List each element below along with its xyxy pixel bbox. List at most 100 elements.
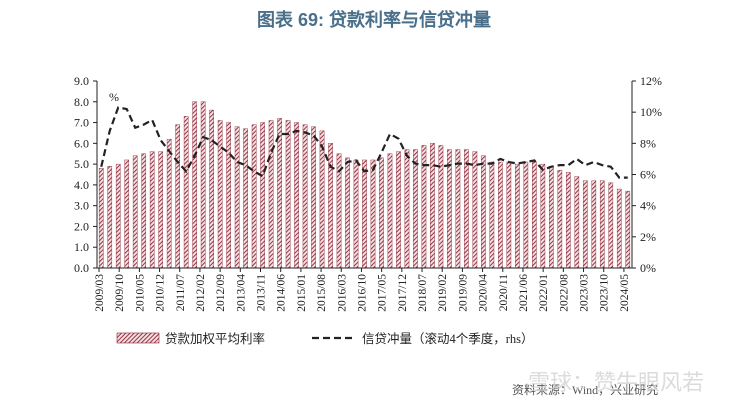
bar: [616, 188, 622, 269]
bar: [149, 151, 155, 269]
x-tick-label: 2022/01: [538, 274, 550, 312]
bar: [192, 101, 197, 269]
unit-label: %: [109, 90, 119, 104]
x-tick-label: 2015/01: [296, 274, 308, 312]
bar: [489, 161, 495, 269]
x-tick-label: 2022/08: [558, 274, 570, 312]
x-tick-label: 2024/05: [619, 274, 631, 312]
bar: [226, 122, 231, 269]
left-tick-label: 1.0: [74, 240, 89, 254]
left-tick-label: 9.0: [74, 74, 89, 88]
bar: [404, 149, 410, 269]
bar: [549, 165, 554, 269]
chart-title: 图表 69: 贷款利率与信贷冲量: [256, 10, 492, 30]
bar: [319, 130, 325, 269]
bar: [608, 182, 614, 269]
right-tick-label: 6%: [640, 168, 656, 182]
bar: [430, 143, 435, 269]
x-tick-label: 2017/12: [397, 274, 409, 312]
credit-impulse-line: [100, 106, 628, 179]
x-tick-label: 2012/09: [215, 274, 227, 312]
bar: [243, 128, 248, 269]
bar: [387, 153, 393, 269]
x-tick-label: 2010/05: [134, 274, 146, 312]
bar: [277, 118, 282, 269]
x-tick-label: 2014/06: [276, 274, 288, 312]
right-tick-label: 8%: [640, 136, 656, 150]
left-tick-label: 6.0: [74, 136, 89, 150]
x-tick-label: 2020/04: [478, 274, 490, 312]
bar: [396, 151, 401, 269]
bar: [166, 138, 172, 269]
bar: [115, 163, 121, 269]
left-tick-label: 4.0: [74, 178, 89, 192]
bar: [175, 124, 180, 269]
bar: [438, 145, 444, 269]
x-tick-label: 2023/10: [599, 274, 611, 312]
left-tick-label: 7.0: [74, 116, 89, 130]
bar: [421, 145, 427, 269]
bar: [234, 126, 240, 269]
bar: [625, 190, 631, 269]
x-tick-label: 2011/07: [175, 274, 187, 312]
bar: [260, 122, 265, 269]
x-tick-label: 2017/05: [377, 274, 389, 312]
bar: [158, 151, 164, 269]
bar: [455, 149, 461, 269]
x-tick-label: 2016/10: [356, 274, 368, 312]
line-series: [100, 106, 628, 179]
x-tick-label: 2015/08: [316, 274, 328, 312]
left-tick-label: 5.0: [74, 157, 89, 171]
left-tick-label: 8.0: [74, 95, 89, 109]
bar: [132, 155, 138, 269]
watermark: 雪球：赞牛眼风若: [528, 370, 704, 395]
bar: [353, 159, 359, 269]
x-tick-label: 2019/09: [457, 274, 469, 312]
left-tick-label: 2.0: [74, 219, 89, 233]
x-tick-label: 2013/04: [235, 274, 247, 312]
bar: [464, 149, 469, 269]
bar-series: [98, 101, 631, 269]
bar: [209, 109, 214, 269]
left-tick-label: 0.0: [74, 261, 89, 275]
x-tick-label: 2009/10: [114, 274, 126, 312]
bar: [515, 163, 520, 269]
bar: [498, 161, 503, 269]
bar: [251, 124, 257, 269]
right-tick-label: 2%: [640, 230, 656, 244]
x-tick-label: 2010/12: [155, 274, 167, 312]
source-text: 资料来源：Wind，兴业研究: [512, 382, 658, 397]
x-tick-label: 2012/02: [195, 274, 207, 312]
legend-label-bar: 贷款加权平均利率: [165, 331, 265, 346]
x-tick-label: 2019/02: [437, 274, 449, 312]
bar: [217, 120, 223, 269]
bar: [362, 159, 367, 269]
x-tick-label: 2009/03: [94, 274, 106, 312]
left-tick-label: 3.0: [74, 199, 89, 213]
bar: [98, 168, 104, 269]
bar: [328, 143, 333, 269]
right-tick-label: 10%: [640, 105, 662, 119]
bar: [294, 122, 299, 269]
x-tick-label: 2023/03: [579, 274, 591, 312]
bar: [345, 157, 350, 269]
bar: [565, 172, 571, 269]
bar: [447, 149, 452, 269]
bar: [523, 161, 529, 269]
bar: [506, 161, 512, 269]
x-tick-label: 2020/11: [498, 274, 510, 312]
x-tick-label: 2018/07: [417, 274, 429, 312]
bar: [574, 176, 580, 269]
x-tick-label: 2016/03: [336, 274, 348, 312]
bar: [413, 149, 418, 269]
bar: [124, 159, 130, 269]
right-tick-label: 4%: [640, 199, 656, 213]
x-tick-label: 2013/11: [256, 274, 268, 312]
bar: [141, 153, 147, 269]
right-tick-label: 12%: [640, 74, 662, 88]
bar: [532, 161, 537, 269]
bar: [107, 165, 113, 269]
right-tick-label: 0%: [640, 261, 656, 275]
legend: 贷款加权平均利率 信贷冲量（滚动4个季度，rhs）: [116, 331, 534, 346]
